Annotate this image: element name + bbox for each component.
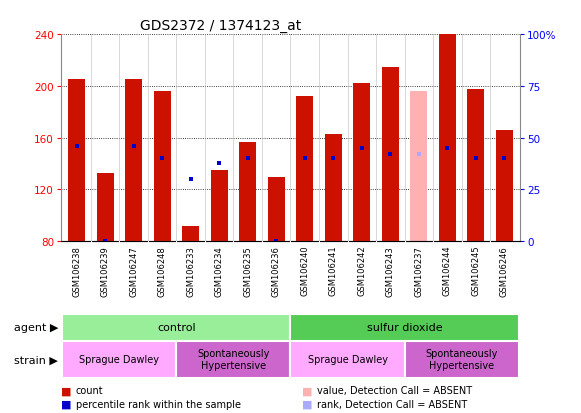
Text: GSM106234: GSM106234 [215, 245, 224, 296]
Text: ■: ■ [61, 385, 71, 395]
Bar [62, 314, 290, 341]
Text: GSM106237: GSM106237 [414, 245, 424, 296]
Bar [177, 341, 290, 378]
Bar [296, 97, 313, 242]
Bar [62, 341, 177, 378]
Bar [239, 142, 256, 242]
Text: GSM106239: GSM106239 [101, 245, 110, 296]
Text: Sprague Dawley: Sprague Dawley [80, 354, 159, 364]
Text: GSM106248: GSM106248 [157, 245, 167, 296]
Bar [268, 177, 285, 242]
Bar [153, 92, 171, 242]
Bar [410, 92, 428, 242]
Text: ■: ■ [302, 399, 313, 409]
Text: count: count [76, 385, 103, 395]
Bar [496, 131, 513, 242]
Bar [290, 341, 404, 378]
Text: GDS2372 / 1374123_at: GDS2372 / 1374123_at [140, 19, 302, 33]
Text: percentile rank within the sample: percentile rank within the sample [76, 399, 241, 409]
Text: sulfur dioxide: sulfur dioxide [367, 322, 442, 332]
Text: GSM106246: GSM106246 [500, 245, 509, 296]
Text: strain ▶: strain ▶ [14, 354, 58, 364]
Bar [382, 67, 399, 242]
Text: GSM106242: GSM106242 [357, 245, 366, 296]
Bar [404, 341, 519, 378]
Bar [439, 35, 456, 242]
Text: Spontaneously
Hypertensive: Spontaneously Hypertensive [425, 349, 498, 370]
Bar [182, 226, 199, 242]
Bar [467, 89, 485, 242]
Text: GSM106247: GSM106247 [129, 245, 138, 296]
Text: GSM106243: GSM106243 [386, 245, 394, 296]
Text: rank, Detection Call = ABSENT: rank, Detection Call = ABSENT [317, 399, 467, 409]
Bar [353, 84, 370, 242]
Bar [96, 173, 114, 242]
Text: ■: ■ [302, 385, 313, 395]
Text: GSM106240: GSM106240 [300, 245, 309, 296]
Bar [68, 80, 85, 242]
Bar [290, 314, 519, 341]
Text: control: control [157, 322, 196, 332]
Bar [211, 171, 228, 242]
Text: agent ▶: agent ▶ [14, 322, 58, 332]
Text: GSM106245: GSM106245 [471, 245, 480, 296]
Text: GSM106236: GSM106236 [272, 245, 281, 296]
Text: GSM106238: GSM106238 [72, 245, 81, 296]
Text: GSM106244: GSM106244 [443, 245, 452, 296]
Text: GSM106235: GSM106235 [243, 245, 252, 296]
Text: ■: ■ [61, 399, 71, 409]
Text: value, Detection Call = ABSENT: value, Detection Call = ABSENT [317, 385, 472, 395]
Bar [125, 80, 142, 242]
Text: Spontaneously
Hypertensive: Spontaneously Hypertensive [198, 349, 270, 370]
Text: GSM106233: GSM106233 [187, 245, 195, 296]
Text: Sprague Dawley: Sprague Dawley [307, 354, 388, 364]
Text: GSM106241: GSM106241 [329, 245, 338, 296]
Bar [325, 135, 342, 242]
